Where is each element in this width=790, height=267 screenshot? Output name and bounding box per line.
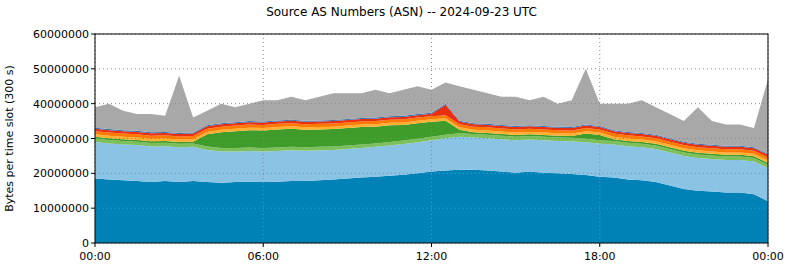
x-tick <box>263 243 264 247</box>
y-tick-label: 20000000 <box>33 167 89 180</box>
y-tick-label: 40000000 <box>33 98 89 111</box>
y-tick <box>91 173 95 174</box>
grid-line <box>599 34 600 243</box>
y-tick-label: 60000000 <box>33 28 89 41</box>
x-tick <box>95 243 96 247</box>
x-tick-label: 00:00 <box>79 250 111 263</box>
y-tick <box>91 243 95 244</box>
y-tick <box>91 208 95 209</box>
x-tick-label: 12:00 <box>416 250 448 263</box>
y-tick-label: 30000000 <box>33 133 89 146</box>
x-tick <box>768 243 769 247</box>
y-axis-label: Bytes per time slot (300 s) <box>3 65 16 212</box>
grid-line <box>95 173 768 174</box>
grid-line <box>263 34 264 243</box>
x-tick-label: 18:00 <box>584 250 616 263</box>
y-tick-label: 10000000 <box>33 202 89 215</box>
grid-line <box>95 68 768 69</box>
x-tick <box>599 243 600 247</box>
title: Source AS Numbers (ASN) -- 2024-09-23 UT… <box>266 5 537 19</box>
grid-line <box>431 34 432 243</box>
y-tick <box>91 103 95 104</box>
y-tick <box>91 68 95 69</box>
grid-line <box>95 103 768 104</box>
x-tick-label: 00:00 <box>752 250 784 263</box>
x-tick <box>431 243 432 247</box>
y-tick-label: 0 <box>82 237 89 250</box>
chart: Source AS Numbers (ASN) -- 2024-09-23 UT… <box>0 0 790 267</box>
area-series <box>95 69 768 154</box>
x-tick-label: 06:00 <box>247 250 279 263</box>
plot-frame <box>95 34 768 243</box>
y-tick <box>91 34 95 35</box>
y-tick-label: 50000000 <box>33 63 89 76</box>
grid-line <box>95 208 768 209</box>
y-tick <box>91 138 95 139</box>
